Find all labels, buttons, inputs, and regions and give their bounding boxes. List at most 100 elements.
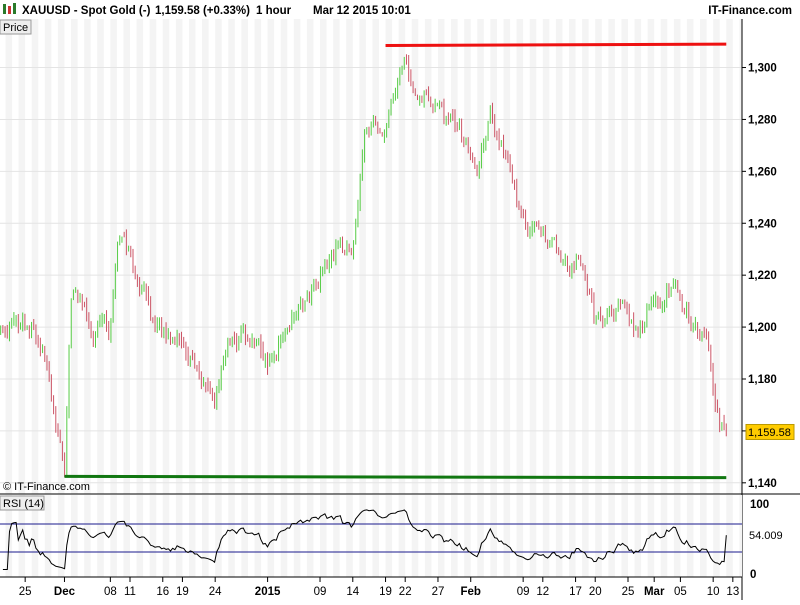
day-band: [529, 19, 537, 494]
price-tick-label: 1,200: [748, 322, 777, 334]
price-panel-label-box: [0, 19, 32, 35]
time-tick-label: 08: [104, 586, 117, 598]
day-band: [398, 19, 406, 494]
day-band: [516, 495, 524, 577]
day-band: [136, 19, 144, 494]
rsi-axis-min-label: 0: [750, 569, 756, 581]
day-band: [84, 19, 91, 494]
day-band: [293, 19, 301, 494]
day-band: [202, 19, 209, 494]
day-band: [241, 495, 248, 577]
time-tick-label: 12: [536, 586, 549, 598]
day-band: [306, 19, 314, 494]
time-tick-label: Mar: [644, 586, 665, 598]
rsi-background-bands: [5, 495, 742, 577]
day-band: [385, 19, 393, 494]
day-band: [411, 495, 419, 577]
day-band: [333, 495, 340, 577]
day-band: [84, 495, 91, 577]
day-band: [686, 495, 694, 577]
day-band: [503, 19, 511, 494]
day-band: [503, 495, 511, 577]
price-tick-label: 1,140: [748, 478, 777, 490]
day-band: [398, 495, 406, 577]
last-price-change: 1,159.58 (+0.33%): [155, 5, 250, 17]
day-band: [149, 495, 157, 577]
day-band: [569, 495, 576, 577]
day-band: [254, 19, 262, 494]
day-band: [267, 495, 275, 577]
time-tick-label: 24: [209, 586, 222, 598]
rsi-axis-max-label: 100: [750, 499, 769, 511]
price-candles: [0, 54, 727, 478]
day-band: [726, 19, 733, 494]
day-band: [175, 19, 183, 494]
day-band: [18, 19, 26, 494]
app-logo: [3, 3, 16, 14]
day-band: [621, 19, 628, 494]
time-tick-label: 27: [432, 586, 445, 598]
day-band: [542, 495, 550, 577]
day-band: [359, 19, 366, 494]
day-band: [608, 19, 615, 494]
brand-label: IT-Finance.com: [708, 5, 792, 17]
day-band: [621, 495, 628, 577]
price-tick-label: 1,220: [748, 270, 777, 282]
day-band: [228, 495, 235, 577]
time-tick-label: Dec: [54, 586, 76, 598]
time-tick-label: 16: [156, 586, 169, 598]
price-background-bands: [5, 19, 742, 494]
day-band: [320, 19, 327, 494]
day-band: [739, 495, 742, 577]
day-band: [149, 19, 157, 494]
day-band: [713, 495, 720, 577]
day-band: [175, 495, 183, 577]
time-tick-label: 05: [674, 586, 687, 598]
day-band: [424, 19, 432, 494]
time-tick-label: 09: [517, 586, 530, 598]
day-band: [280, 19, 288, 494]
time-tick-label: Feb: [461, 586, 481, 598]
watermark: © IT-Finance.com: [3, 481, 90, 493]
day-band: [529, 495, 537, 577]
day-band: [162, 19, 170, 494]
day-band: [44, 19, 52, 494]
last-price-marker: 1,159.58: [745, 423, 795, 440]
day-band: [346, 19, 353, 494]
day-band: [424, 495, 432, 577]
time-axis: 25 Dec 08 11 16 19 24 2015 09 14 19 22 27 Feb 09 12 17 20…: [19, 577, 739, 598]
day-band: [267, 19, 275, 494]
day-band: [569, 19, 576, 494]
price-tick-label: 1,180: [748, 374, 777, 386]
day-band: [97, 19, 104, 494]
time-tick-label: 19: [176, 586, 189, 598]
day-band: [595, 19, 602, 494]
day-band: [333, 19, 340, 494]
day-band: [123, 495, 131, 577]
day-band: [188, 19, 196, 494]
time-tick-label: 25: [622, 586, 635, 598]
day-band: [464, 495, 471, 577]
day-band: [490, 19, 497, 494]
day-band: [542, 19, 550, 494]
day-band: [582, 495, 589, 577]
price-tick-label: 1,280: [748, 114, 777, 126]
day-band: [477, 495, 484, 577]
day-band: [97, 495, 104, 577]
time-tick-label: 10: [707, 586, 720, 598]
day-band: [44, 495, 52, 577]
day-band: [162, 495, 170, 577]
rsi-panel-label: RSI (14): [3, 498, 44, 510]
day-band: [451, 495, 458, 577]
day-band: [673, 19, 681, 494]
header-bar: [0, 0, 800, 19]
day-band: [346, 495, 353, 577]
day-band: [359, 495, 366, 577]
time-tick-label: 22: [399, 586, 412, 598]
time-tick-label: 17: [569, 586, 582, 598]
day-band: [18, 495, 26, 577]
day-band: [293, 495, 301, 577]
time-tick-label: 2015: [255, 586, 281, 598]
